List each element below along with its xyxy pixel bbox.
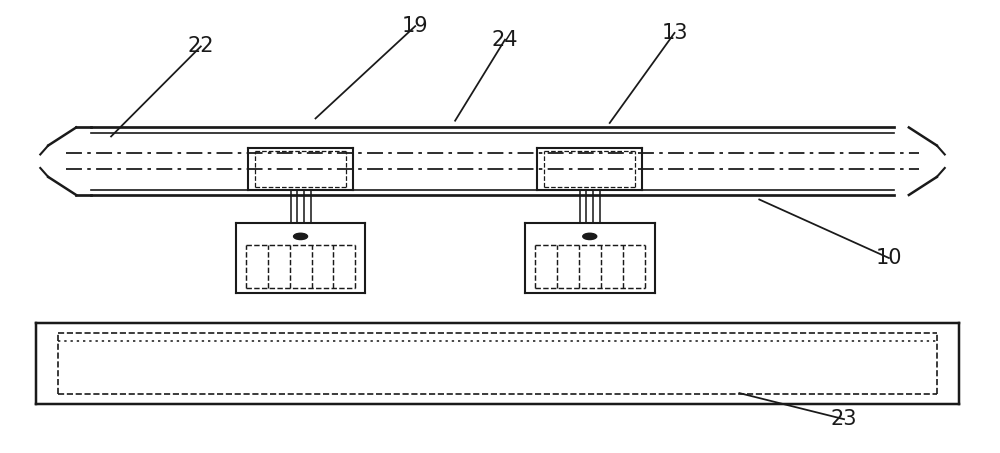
Text: 10: 10 (876, 248, 902, 268)
Text: 23: 23 (831, 409, 857, 429)
Text: 19: 19 (402, 16, 429, 36)
Circle shape (294, 233, 308, 240)
Text: 22: 22 (188, 36, 214, 57)
Text: 13: 13 (661, 23, 688, 43)
Text: 24: 24 (492, 29, 518, 50)
Circle shape (583, 233, 597, 240)
